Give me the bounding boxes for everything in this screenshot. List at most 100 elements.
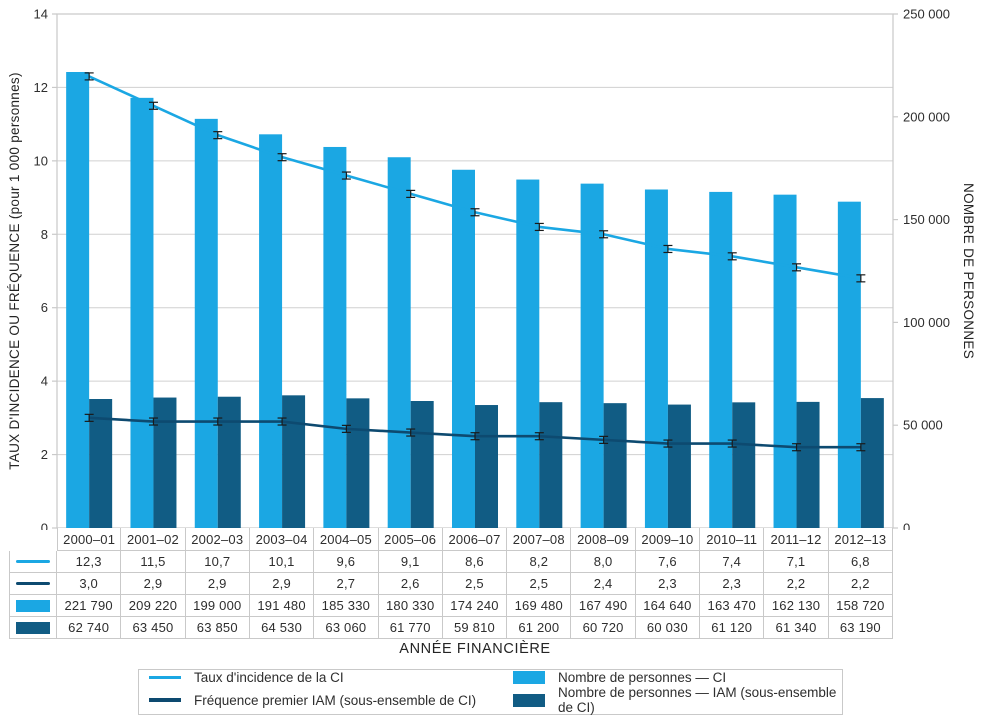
table-value: 2,5 xyxy=(442,573,508,595)
table-value: 11,5 xyxy=(121,551,186,573)
bar-ci xyxy=(130,97,154,528)
table-year-header: 2004–05 xyxy=(314,528,379,551)
table-value: 8,0 xyxy=(571,551,636,573)
table-year-header: 2012–13 xyxy=(828,528,893,551)
table-value: 2,9 xyxy=(249,573,315,595)
table-symbol-bar xyxy=(9,595,57,617)
line-swatch xyxy=(16,560,50,563)
legend-label: Fréquence premier IAM (sous-ensemble de … xyxy=(194,692,477,708)
table-value: 2,9 xyxy=(121,573,186,595)
table-value: 2,2 xyxy=(764,573,829,595)
bar-ci xyxy=(194,118,218,528)
legend-label: Taux d'incidence de la CI xyxy=(194,670,344,685)
legend-label: Nombre de personnes — CI xyxy=(558,670,727,685)
table-value: 2,3 xyxy=(700,573,765,595)
legend-label: Nombre de personnes — IAM (sous-ensemble… xyxy=(558,685,837,715)
table-value: 62 740 xyxy=(57,617,122,639)
table-value: 63 450 xyxy=(121,617,186,639)
left-axis-tick-label: 12 xyxy=(34,80,48,95)
legend-item: Fréquence premier IAM (sous-ensemble de … xyxy=(149,693,513,708)
x-axis-title: ANNÉE FINANCIÈRE xyxy=(399,641,551,657)
table-value: 174 240 xyxy=(442,595,508,617)
table-value: 191 480 xyxy=(249,595,315,617)
left-axis-tick-label: 6 xyxy=(41,300,48,315)
table-value: 61 120 xyxy=(700,617,765,639)
table-value: 59 810 xyxy=(442,617,508,639)
table-value: 61 340 xyxy=(764,617,829,639)
bar-iam xyxy=(667,404,691,528)
legend-item: Nombre de personnes — CI xyxy=(513,670,842,685)
left-axis-tick-label: 10 xyxy=(34,153,48,168)
table-value: 63 190 xyxy=(828,617,893,639)
bar-ci xyxy=(773,194,797,529)
table-value: 221 790 xyxy=(57,595,122,617)
left-axis-tick-label: 0 xyxy=(41,521,48,531)
left-axis-tick-label: 4 xyxy=(41,374,48,389)
legend-item: Taux d'incidence de la CI xyxy=(149,670,513,685)
bar-ci xyxy=(452,169,475,528)
table-value: 199 000 xyxy=(185,595,250,617)
table-value: 60 720 xyxy=(571,617,636,639)
bar-ci xyxy=(516,179,540,528)
table-value: 63 850 xyxy=(185,617,250,639)
right-axis-tick-label: 100 000 xyxy=(903,315,950,330)
bar-iam xyxy=(153,397,177,528)
table-symbol-line xyxy=(9,573,57,595)
table-value: 9,1 xyxy=(378,551,443,573)
table-symbol-line xyxy=(9,551,57,573)
table-year-header: 2002–03 xyxy=(185,528,250,551)
bar-iam xyxy=(539,402,563,528)
legend-line-swatch xyxy=(149,675,181,680)
legend-line-swatch xyxy=(149,698,181,702)
table-value: 12,3 xyxy=(57,551,122,573)
bar-ci xyxy=(709,191,733,528)
bar-iam xyxy=(732,402,756,528)
table-value: 64 530 xyxy=(249,617,315,639)
bar-iam xyxy=(346,398,370,528)
table-value: 61 200 xyxy=(507,617,572,639)
table-symbol-bar xyxy=(9,617,57,639)
bar-iam xyxy=(796,401,820,528)
bar-iam xyxy=(282,395,306,528)
bar-ci xyxy=(323,146,347,528)
combo-chart: 0 2 4 6 8 10 12 14 0 50 000 100 000 150 000 200 000 2… xyxy=(7,7,976,531)
bar-ci xyxy=(644,189,668,528)
table-value: 158 720 xyxy=(828,595,893,617)
table-value: 3,0 xyxy=(57,573,122,595)
right-axis-title: NOMBRE DE PERSONNES xyxy=(961,183,976,359)
table-year-header: 2008–09 xyxy=(571,528,636,551)
table-year-header: 2005–06 xyxy=(378,528,443,551)
legend-item: Nombre de personnes — IAM (sous-ensemble… xyxy=(513,685,842,715)
table-value: 2,3 xyxy=(635,573,701,595)
table-value: 63 060 xyxy=(314,617,379,639)
bar-swatch xyxy=(16,599,50,612)
table-value: 163 470 xyxy=(700,595,765,617)
table-year-header: 2006–07 xyxy=(442,528,508,551)
table-year-header: 2001–02 xyxy=(121,528,186,551)
right-axis-tick-label: 50 000 xyxy=(903,418,943,433)
table-value: 2,6 xyxy=(378,573,443,595)
table-value: 2,5 xyxy=(507,573,572,595)
bar-ci xyxy=(837,201,861,528)
table-value: 162 130 xyxy=(764,595,829,617)
table-value: 7,4 xyxy=(700,551,765,573)
table-value: 7,6 xyxy=(635,551,701,573)
bar-iam xyxy=(475,405,498,528)
table-value: 209 220 xyxy=(121,595,186,617)
table-value: 2,7 xyxy=(314,573,379,595)
bar-swatch xyxy=(16,621,50,634)
chart-data-table: 2000–01 2001–02 2002–03 2003–04 2004–05 2005–… xyxy=(9,528,893,639)
right-axis-tick-label: 0 xyxy=(903,521,910,531)
table-year-header: 2009–10 xyxy=(635,528,701,551)
line-swatch xyxy=(16,581,50,586)
table-year-header: 2011–12 xyxy=(764,528,829,551)
bar-ci xyxy=(66,71,90,529)
left-axis-tick-label: 8 xyxy=(41,227,48,242)
table-value: 10,7 xyxy=(185,551,250,573)
bar-iam xyxy=(410,401,434,528)
table-value: 60 030 xyxy=(635,617,701,639)
table-value: 6,8 xyxy=(828,551,893,573)
legend-bar-swatch xyxy=(513,671,545,684)
chart-legend: Taux d'incidence de la CI Fréquence premi… xyxy=(138,669,843,715)
